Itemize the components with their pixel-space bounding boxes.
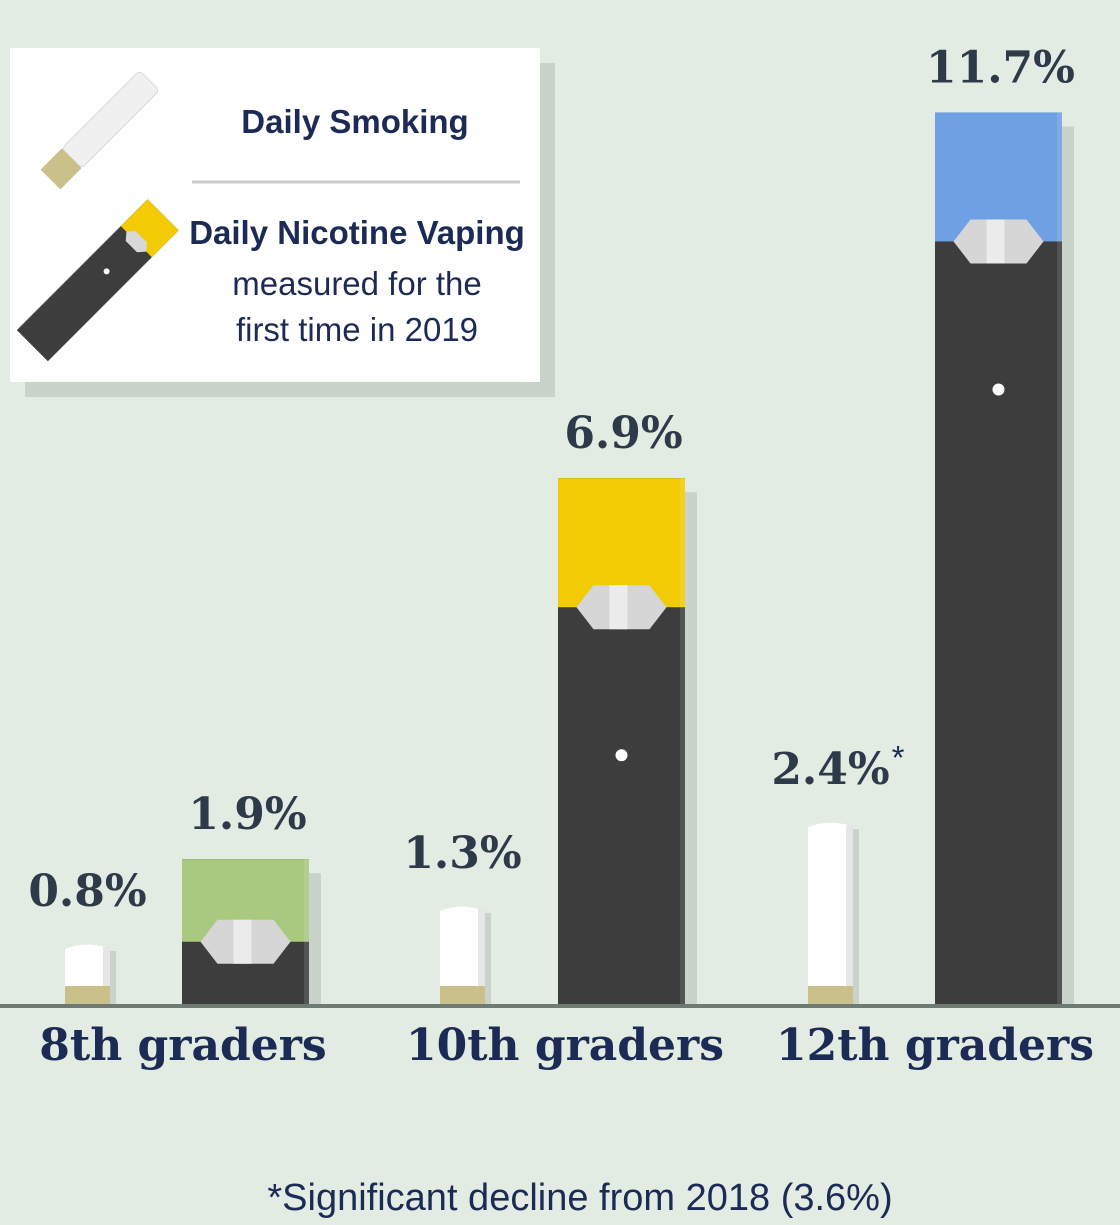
bar-shadow: [685, 492, 697, 1004]
vaping-bar: [182, 859, 309, 1004]
smoking-bar: [808, 823, 853, 1004]
value-label: 6.9%: [564, 408, 682, 459]
vape-edge: [304, 859, 309, 1004]
legend-note: measured for the: [232, 265, 481, 302]
vape-mouthpiece-shine: [987, 219, 1005, 263]
footnote: *Significant decline from 2018 (3.6%): [267, 1177, 892, 1219]
cigarette-filter: [808, 986, 853, 1004]
value-label: 1.9%: [188, 789, 306, 840]
cigarette-filter: [65, 986, 110, 1004]
note-marker: *: [892, 739, 905, 776]
smoking-bar: [65, 945, 110, 1004]
vape-dot: [993, 383, 1005, 395]
x-tick-label: 10th graders: [406, 1020, 724, 1071]
value-label: 2.4%: [771, 744, 889, 795]
cigarette-filter: [440, 986, 485, 1004]
chart: Daily Smoking Daily Nicotine Vaping meas…: [0, 0, 1120, 1225]
vape-mouthpiece-shine: [234, 920, 252, 964]
vape-dot: [616, 749, 628, 761]
legend-label: Daily Nicotine Vaping: [189, 214, 525, 251]
legend-label: Daily Smoking: [241, 103, 468, 140]
bar-shadow: [1062, 126, 1074, 1004]
legend-note: first time in 2019: [236, 311, 478, 348]
bar-shadow: [110, 951, 116, 1004]
vaping-bar: [558, 478, 685, 1004]
value-label: 1.3%: [403, 828, 521, 879]
bar-shadow: [485, 913, 491, 1004]
vape-edge: [680, 478, 685, 1004]
legend: Daily Smoking Daily Nicotine Vaping meas…: [10, 48, 555, 397]
bar-shadow: [853, 829, 859, 1004]
vape-mouthpiece-shine: [610, 585, 628, 629]
vaping-bar: [935, 112, 1062, 1004]
cigarette-shade: [846, 825, 853, 1004]
x-tick-label: 12th graders: [776, 1020, 1094, 1071]
x-tick-label: 8th graders: [39, 1020, 326, 1071]
vape-edge: [1057, 112, 1062, 1004]
smoking-bar: [440, 906, 485, 1004]
value-label: 0.8%: [28, 866, 146, 917]
bar-shadow: [309, 873, 321, 1004]
value-label: 11.7%: [926, 42, 1075, 93]
